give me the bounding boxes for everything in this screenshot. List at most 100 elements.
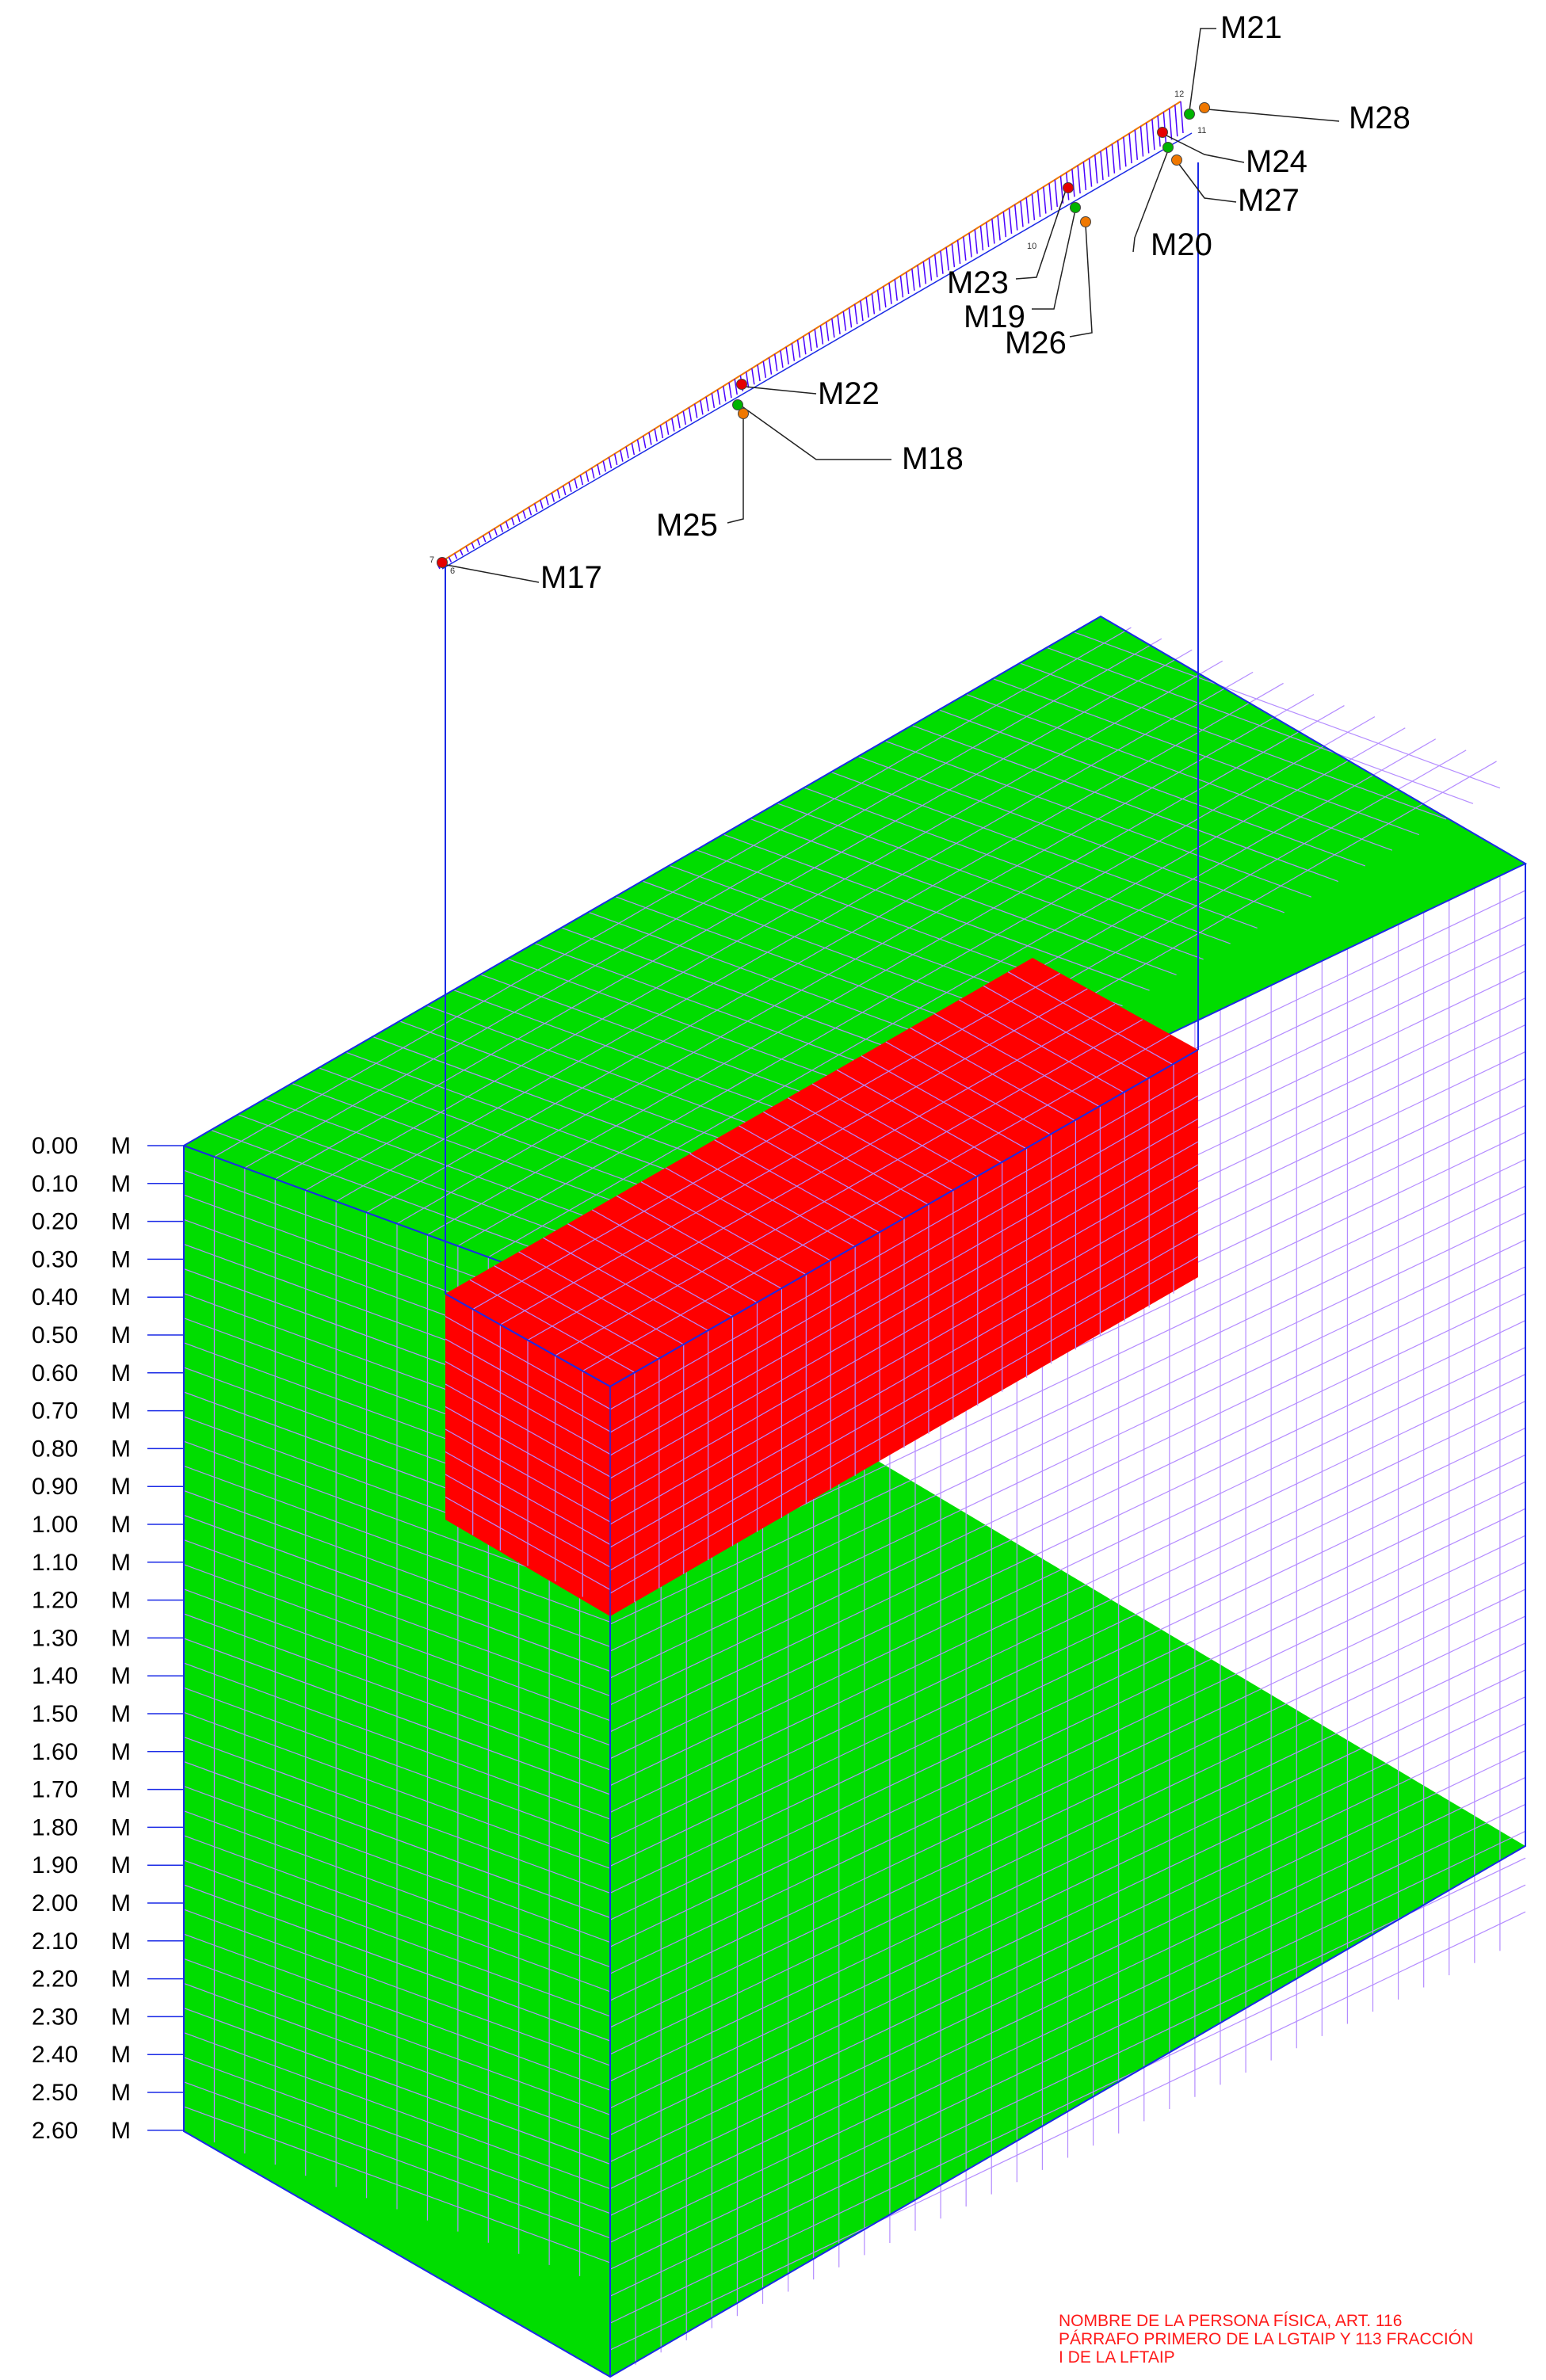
hatch-line: [677, 414, 681, 429]
hatch-line: [585, 471, 590, 482]
hatch-line: [842, 311, 847, 331]
marker-dot: [1080, 216, 1091, 227]
hatch-line: [1008, 208, 1013, 234]
depth-unit: M: [111, 2118, 131, 2144]
hatch-line: [899, 276, 904, 298]
depth-label: 1.60: [32, 1739, 78, 1765]
hatch-line: [716, 389, 721, 405]
depth-unit: M: [111, 1966, 131, 1993]
hatch-line: [723, 386, 727, 402]
hatch-line: [1031, 193, 1036, 221]
depth-label: 1.50: [32, 1701, 78, 1727]
hatch-line: [597, 464, 601, 475]
excavation-box: [445, 958, 1199, 1616]
depth-unit: M: [111, 1398, 131, 1425]
depth-unit: M: [111, 1550, 131, 1576]
depth-label: 1.00: [32, 1512, 78, 1538]
hatch-line: [1128, 133, 1132, 164]
hatch-line: [1145, 122, 1150, 154]
marker-dot: [1070, 202, 1081, 213]
leader-line: [740, 405, 891, 460]
depth-unit: M: [111, 1814, 131, 1840]
hatch-line: [499, 524, 504, 532]
depth-unit: M: [111, 1663, 131, 1689]
leader-line: [727, 417, 744, 524]
station-number: 6: [450, 566, 455, 576]
hatch-line: [528, 506, 533, 516]
hatch-line: [848, 307, 853, 328]
depth-label: 1.10: [32, 1550, 78, 1576]
depth-unit: M: [111, 1928, 131, 1955]
hatch-line: [659, 425, 664, 439]
hatch-line: [494, 528, 498, 536]
hatch-line: [1088, 158, 1093, 187]
hatch-line: [688, 407, 693, 421]
hatch-line: [483, 535, 487, 543]
depth-unit: M: [111, 1436, 131, 1462]
hatch-line: [985, 222, 990, 247]
hatch-line: [476, 539, 481, 546]
hatch-line: [894, 279, 898, 301]
hatch-line: [734, 379, 738, 395]
depth-unit: M: [111, 1588, 131, 1614]
hatch-line: [837, 315, 841, 334]
depth-label: 1.20: [32, 1588, 78, 1614]
depth-label: 2.50: [32, 2080, 78, 2106]
leader-line: [1164, 134, 1245, 163]
leader-line: [1207, 109, 1340, 122]
depth-scale: 0.00 M 0.10 M 0.20 M 0.30 M 0.40 M 0.50 M 0.60 M 0.70 M…: [32, 1133, 184, 2144]
marker-dot: [1184, 109, 1195, 120]
grid-line: [472, 972, 1060, 1310]
hatch-line: [1048, 183, 1052, 211]
hatch-line: [505, 521, 510, 529]
leader-line: [1069, 224, 1093, 338]
hatch-line: [762, 360, 767, 378]
survey-markers: M17 M18 M19 M20 M21 M22 M23 M24 M25 M26 M27 M28 12 11…: [429, 10, 1410, 595]
depth-unit: M: [111, 1512, 131, 1538]
marker-dot: [736, 379, 747, 390]
hatch-line: [808, 332, 812, 352]
hatch-line: [1002, 212, 1007, 238]
hatch-line: [876, 290, 881, 311]
grid-line: [366, 682, 1284, 1213]
grid-line: [335, 671, 1254, 1202]
hatch-line: [951, 243, 956, 268]
callout-label: M27: [1238, 183, 1300, 218]
hatch-line: [974, 229, 978, 254]
hatch-line: [963, 236, 967, 261]
hatch-line: [911, 269, 915, 291]
hatch-line: [568, 482, 572, 492]
leader-line: [1032, 209, 1076, 310]
hatch-line: [745, 372, 750, 388]
depth-label: 2.60: [32, 2118, 78, 2144]
hatch-line: [933, 254, 938, 278]
hatch-line: [1151, 119, 1155, 151]
depth-label: 1.30: [32, 1625, 78, 1651]
depth-unit: M: [111, 2004, 131, 2030]
hatch-line: [785, 346, 789, 365]
hatch-line: [803, 336, 807, 355]
depth-label: 2.20: [32, 1966, 78, 1993]
hatch-line: [819, 325, 824, 345]
depth-label: 1.40: [32, 1663, 78, 1689]
marker-dot: [1063, 182, 1074, 193]
hatch-line: [631, 443, 636, 456]
hatch-line: [1014, 204, 1018, 231]
callout-label: M25: [656, 508, 718, 543]
hatch-line: [728, 382, 732, 399]
hatch-line: [814, 329, 818, 348]
hatch-line: [671, 418, 675, 432]
depth-unit: M: [111, 1209, 131, 1235]
station-number: 10: [1027, 242, 1036, 251]
depth-label: 0.40: [32, 1284, 78, 1310]
hatch-line: [620, 450, 624, 462]
hatch-line: [625, 446, 629, 459]
hatch-line: [940, 250, 944, 274]
hatched-strip: [437, 101, 1193, 570]
depth-label: 2.40: [32, 2042, 78, 2068]
grid-line: [427, 705, 1345, 1236]
hatch-line: [574, 479, 578, 489]
marker-dot: [738, 408, 749, 419]
hatch-line: [711, 393, 716, 409]
hatch-line: [1100, 151, 1104, 181]
